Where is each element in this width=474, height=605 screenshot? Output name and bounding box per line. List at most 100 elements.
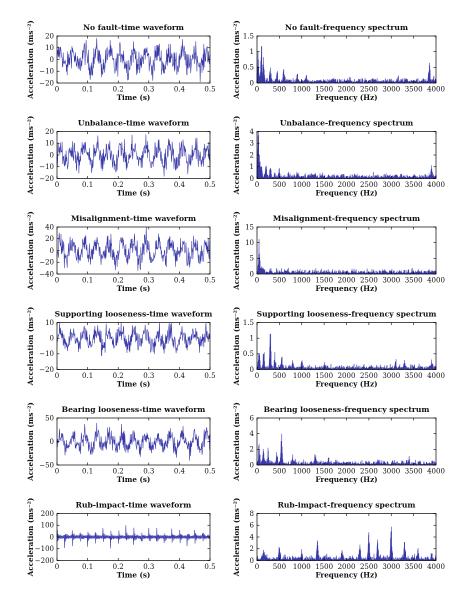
- x-tick-label: 0.2: [113, 372, 124, 380]
- series-line: [56, 322, 211, 357]
- y-tick-label: 0: [250, 366, 254, 374]
- y-tick-label: 40: [45, 223, 54, 231]
- x-tick-label: 500: [273, 372, 286, 380]
- y-tick-label: −40: [39, 270, 54, 278]
- x-tick-label: 3000: [382, 277, 400, 285]
- y-tick-label: 0: [50, 247, 54, 255]
- x-tick-label: 2500: [360, 181, 378, 189]
- y-tick-label: 20: [45, 235, 54, 243]
- y-axis-label: Acceleration (ms⁻²): [232, 402, 241, 482]
- y-tick-label: 0: [50, 151, 54, 159]
- plot-frame: [256, 513, 437, 561]
- x-tick-label: 1500: [315, 86, 333, 94]
- y-axis-label: Acceleration (ms⁻²): [26, 211, 35, 291]
- series-line: [256, 333, 437, 371]
- x-tick-label: 3000: [382, 86, 400, 94]
- y-tick-label: 1.5: [243, 32, 254, 40]
- y-tick-label: 0: [50, 56, 54, 64]
- y-tick-label: 0: [50, 533, 54, 541]
- x-tick-label: 4000: [427, 86, 445, 94]
- chart-title: Rub-impact-time waveform: [76, 501, 192, 510]
- x-tick-label: 4000: [427, 181, 445, 189]
- plot-frame: [56, 322, 211, 370]
- y-axis-label: Acceleration (ms⁻²): [26, 498, 35, 578]
- y-tick-label: −10: [39, 68, 54, 76]
- y-tick-label: 200: [41, 510, 54, 518]
- x-tick-label: 500: [273, 277, 286, 285]
- x-tick-label: 1500: [315, 277, 333, 285]
- y-axis-label: Acceleration (ms⁻²): [232, 498, 241, 578]
- series-line: [56, 226, 211, 271]
- series-line: [256, 131, 437, 180]
- y-tick-label: −20: [39, 259, 54, 267]
- y-tick-label: 1: [250, 335, 254, 343]
- x-tick-label: 1000: [293, 86, 311, 94]
- x-tick-label: 0.5: [204, 563, 215, 571]
- y-axis-label: Acceleration (ms⁻²): [26, 116, 35, 196]
- x-tick-label: 0.2: [113, 277, 124, 285]
- chart-title: Misalignment-frequency spectrum: [273, 214, 420, 223]
- x-tick-label: 0.1: [82, 181, 93, 189]
- y-tick-label: 0: [250, 461, 254, 469]
- x-tick-label: 3000: [382, 181, 400, 189]
- y-tick-label: −20: [39, 79, 54, 87]
- y-tick-label: 0: [50, 335, 54, 343]
- y-tick-label: 15: [245, 223, 254, 231]
- x-tick-label: 0: [255, 181, 259, 189]
- x-tick-label: 0: [255, 86, 259, 94]
- y-tick-label: −20: [39, 175, 54, 183]
- x-tick-label: 3500: [405, 468, 423, 476]
- y-tick-label: 0.5: [243, 350, 254, 358]
- x-tick-label: 0: [255, 277, 259, 285]
- x-tick-label: 1500: [315, 563, 333, 571]
- y-axis-label: Acceleration (ms⁻²): [26, 20, 35, 100]
- y-tick-label: 1.5: [243, 319, 254, 327]
- chart-panel-1: No fault-time waveform 0 0.1 0.2 0.3 0.4 0.5 −2…: [26, 20, 216, 102]
- y-tick-label: 0: [250, 270, 254, 278]
- y-tick-label: 0: [250, 175, 254, 183]
- y-axis-label: Acceleration (ms⁻²): [232, 116, 241, 196]
- chart-panel-11: Rub-impact-time waveform 0 0.1 0.2 0.3 0.4 0.5…: [26, 498, 216, 580]
- chart-title: Supporting looseness-frequency spectrum: [257, 310, 437, 319]
- x-tick-label: 0.3: [143, 86, 154, 94]
- x-tick-label: 3500: [405, 181, 423, 189]
- x-tick-label: 0.3: [143, 563, 154, 571]
- chart-panel-8: Supporting looseness-frequency spectrum 0…: [232, 307, 445, 389]
- y-axis-label: Acceleration (ms⁻²): [26, 307, 35, 387]
- x-tick-label: 2500: [360, 86, 378, 94]
- series-line: [256, 45, 437, 85]
- y-tick-label: 4: [250, 533, 255, 541]
- x-axis-label: Frequency (Hz): [315, 93, 377, 102]
- x-tick-label: 0.5: [204, 372, 215, 380]
- x-tick-label: 0.3: [143, 181, 154, 189]
- x-tick-label: 2500: [360, 468, 378, 476]
- x-axis-label: Frequency (Hz): [315, 380, 377, 389]
- y-tick-label: 3: [250, 140, 254, 148]
- chart-title: No fault-frequency spectrum: [285, 23, 408, 32]
- y-axis-label: Acceleration (ms⁻²): [26, 402, 35, 482]
- y-tick-label: −200: [35, 557, 54, 565]
- y-tick-label: 2: [250, 446, 254, 454]
- x-tick-label: 4000: [427, 277, 445, 285]
- x-tick-label: 0: [55, 181, 59, 189]
- x-tick-label: 0.3: [143, 468, 154, 476]
- x-tick-label: 4000: [427, 468, 445, 476]
- plot-frame: [256, 131, 437, 179]
- x-tick-label: 0: [55, 372, 59, 380]
- x-axis-label: Frequency (Hz): [315, 571, 377, 580]
- y-tick-label: −100: [35, 545, 54, 553]
- y-tick-label: 10: [45, 319, 54, 327]
- x-tick-label: 0: [255, 563, 259, 571]
- chart-panel-12: Rub-impact-frequency spectrum 0 500 1000 150…: [232, 498, 445, 580]
- chart-panel-3: Unbalance-time waveform 0 0.1 0.2 0.3 0.4 0.5 −…: [26, 116, 216, 198]
- chart-title: No fault-time waveform: [83, 23, 184, 32]
- chart-panel-6: Misalignment-frequency spectrum 0 500 1000 1…: [232, 211, 445, 293]
- y-tick-label: 4: [250, 128, 255, 136]
- x-tick-label: 500: [273, 181, 286, 189]
- chart-panel-10: Bearing looseness-frequency spectrum 0 500…: [232, 402, 445, 484]
- x-tick-label: 0.3: [143, 277, 154, 285]
- x-tick-label: 2000: [338, 468, 356, 476]
- chart-panel-7: Supporting looseness-time waveform 0 0.1 0.…: [26, 307, 216, 389]
- x-tick-label: 3000: [382, 563, 400, 571]
- x-tick-label: 4000: [427, 372, 445, 380]
